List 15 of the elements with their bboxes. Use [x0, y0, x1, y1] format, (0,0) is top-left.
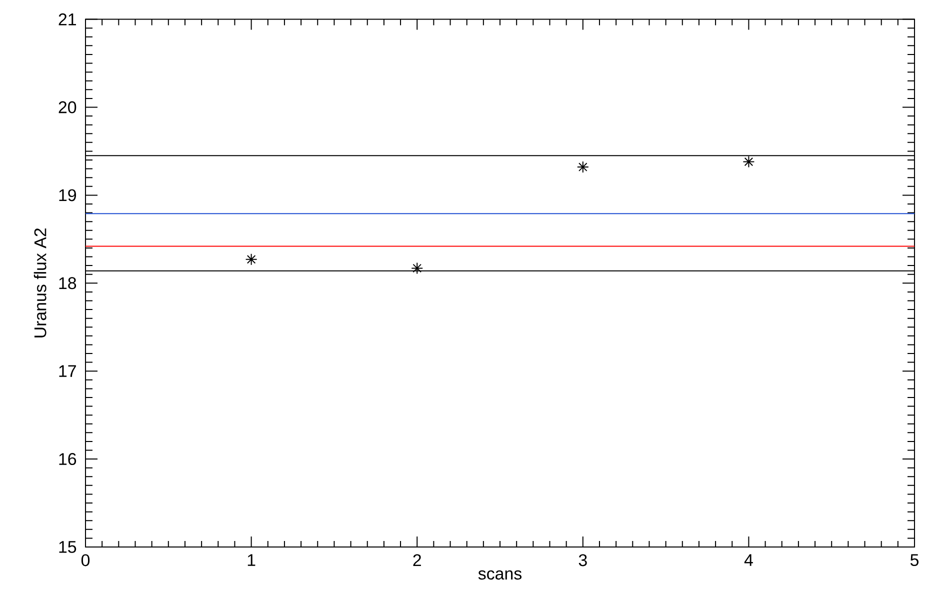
y-tick-label: 20 — [58, 101, 76, 114]
y-axis-title: Uranus flux A2 — [34, 228, 46, 338]
x-tick-label: 4 — [744, 554, 753, 566]
x-tick-label: 1 — [248, 554, 256, 566]
x-tick-label: 2 — [413, 554, 421, 566]
y-tick-label: 17 — [59, 365, 76, 377]
x-tick-label: 5 — [910, 554, 919, 566]
y-tick-label: 18 — [59, 277, 76, 290]
y-tick-label: 15 — [59, 541, 76, 553]
x-axis-title: scans — [478, 570, 522, 580]
x-tick-label: 0 — [81, 554, 90, 566]
x-tick-label: 3 — [578, 554, 587, 566]
y-tick-label: 19 — [59, 189, 76, 202]
y-tick-label: 21 — [58, 13, 76, 26]
y-tick-label: 16 — [59, 453, 76, 466]
